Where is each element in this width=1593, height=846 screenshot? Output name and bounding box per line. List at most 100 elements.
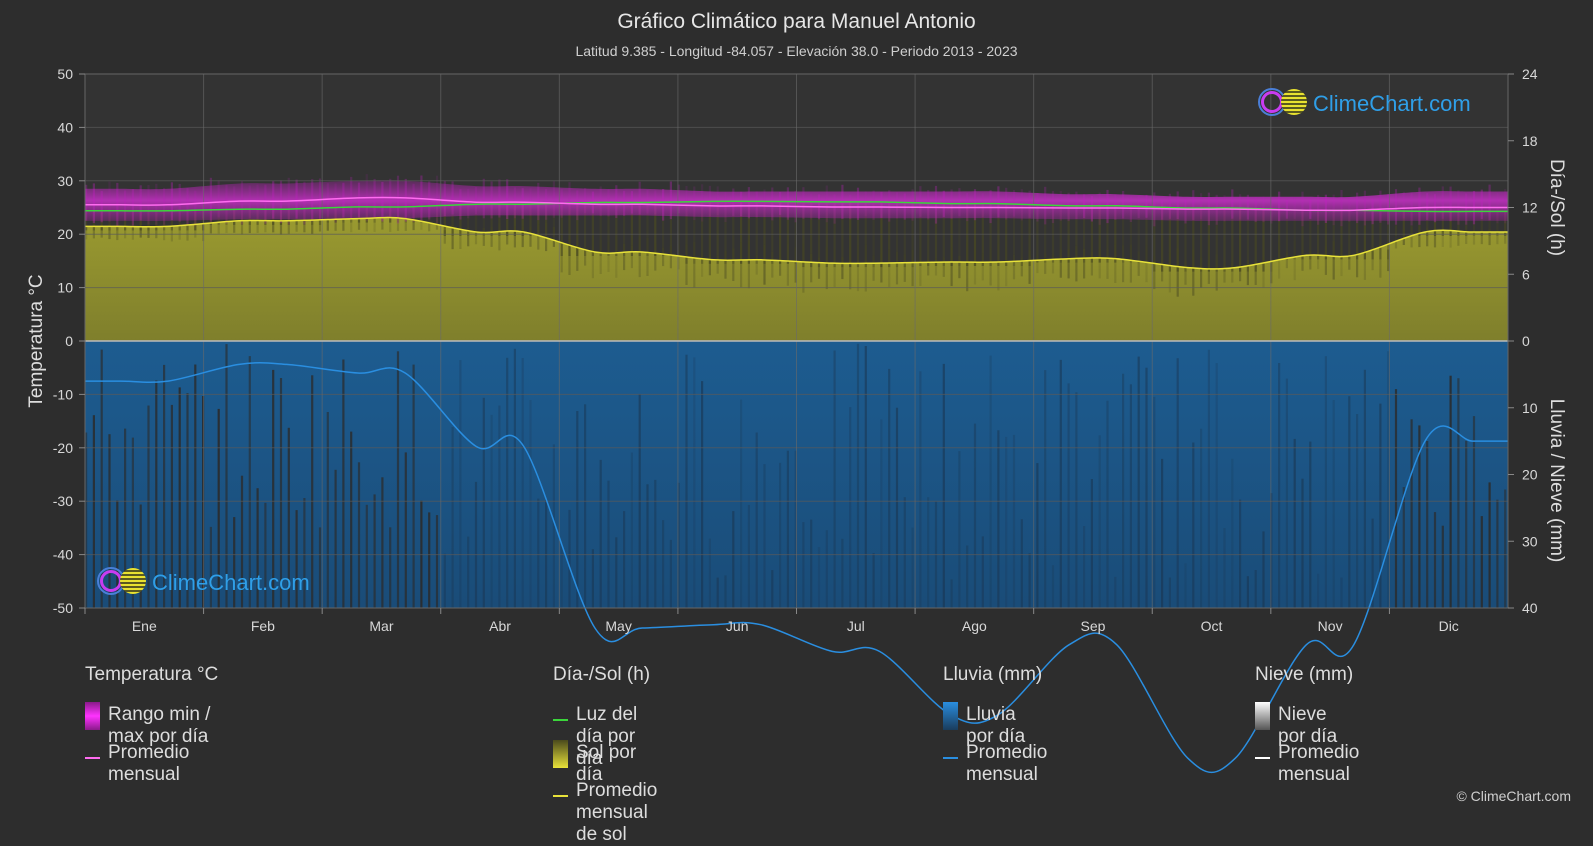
temperature-range-bar [552, 181, 555, 218]
y-left-tick-label: -10 [53, 386, 73, 402]
temperature-range-bar [334, 183, 337, 223]
daylight-bar [1012, 203, 1016, 266]
rain-bar [225, 344, 228, 608]
legend-item[interactable]: Promedio mensual de sol [553, 768, 657, 845]
rain-bar [755, 432, 758, 608]
rain-bar [482, 397, 485, 608]
rain-bar [615, 537, 618, 608]
sunshine-bar [724, 250, 727, 279]
sunshine-bar [1504, 230, 1507, 244]
legend-item[interactable]: Promedio mensual [85, 730, 218, 785]
daylight-bar [934, 203, 938, 266]
temperature-range-bar [1200, 193, 1203, 220]
sunshine-bar [1387, 249, 1390, 272]
legend-item[interactable]: Lluvia por día [943, 692, 1042, 747]
rain-bar [693, 357, 696, 608]
sunshine-bar [404, 216, 407, 231]
daylight-bar [1433, 211, 1437, 236]
sunshine-bar [997, 243, 1000, 291]
temperature-range-bar [1278, 191, 1281, 222]
temperature-range-bar [396, 175, 400, 224]
rain-bar [630, 452, 633, 608]
rain-bar [841, 538, 844, 608]
y-left-axis-title: Temperatura °C [26, 274, 47, 407]
rain-bar [1184, 563, 1187, 608]
temperature-range-bar [545, 189, 548, 220]
legend-item[interactable]: Promedio mensual [943, 730, 1047, 785]
legend-item[interactable]: Sol por día [553, 730, 650, 785]
rain-bar [1223, 528, 1226, 608]
sunshine-bar [1005, 247, 1008, 287]
temperature-range-bar [1168, 193, 1171, 219]
rain-bar [1426, 441, 1429, 608]
sunshine-bar [1012, 254, 1016, 280]
sunshine-bar [334, 216, 337, 231]
rain-bar [1200, 428, 1203, 608]
temperature-range-bar [490, 181, 493, 219]
daylight-bar [1356, 210, 1359, 260]
legend-item[interactable]: Promedio mensual [1255, 730, 1359, 785]
daylight-bar [1285, 210, 1288, 260]
sunshine-bar [256, 218, 259, 233]
temperature-range-bar [1363, 190, 1366, 226]
daylight-bar [1005, 203, 1008, 266]
daylight-bar [537, 204, 540, 236]
rain-bar [1168, 577, 1171, 608]
temperature-range-bar [428, 181, 431, 220]
sunshine-bar [412, 217, 415, 231]
sunshine-bar [124, 224, 127, 239]
sunshine-bar [1129, 244, 1132, 283]
rain-bar [911, 527, 914, 608]
sunshine-bar [786, 243, 789, 286]
sunshine-bar [833, 249, 836, 287]
rain-bar [1504, 489, 1507, 608]
temperature-range-bar [506, 179, 509, 219]
temperature-range-bar [373, 178, 376, 219]
sunshine-bar [685, 244, 688, 285]
rain-bar [1192, 442, 1195, 608]
snow-swatch-icon [1255, 702, 1270, 730]
legend-label: Nieve por día [1278, 704, 1338, 747]
temperature-range-bar [92, 183, 95, 223]
sunshine-bar [1293, 240, 1296, 281]
daylight-bar [1379, 210, 1382, 260]
temperature-range-bar [1418, 187, 1421, 225]
rain-bar [560, 543, 563, 608]
rain-bar [1433, 512, 1437, 608]
sunshine-bar [1317, 251, 1320, 270]
daylight-bar [1246, 208, 1249, 272]
rain-bar [100, 349, 103, 608]
rain-bar [521, 358, 524, 608]
sunshine-bar [474, 229, 478, 245]
rain-bar [295, 510, 298, 608]
legend-item[interactable]: Rango min / max por día [85, 692, 218, 747]
daylight-bar [584, 202, 587, 256]
daylight-bar [1020, 203, 1023, 266]
daylight-bar [482, 204, 485, 236]
sunshine-bar [529, 227, 532, 247]
rain-bar [669, 539, 672, 608]
rain-bar [1207, 349, 1210, 608]
temperature-range-bar [623, 190, 626, 216]
temperature-range-bar [740, 191, 743, 217]
sunshine-bar [287, 217, 290, 234]
daylight-bar [973, 203, 977, 266]
sunshine-bar [279, 217, 283, 235]
sunshine-bar [654, 243, 657, 271]
sunshine-bar [1262, 257, 1265, 288]
rain-bar [1114, 576, 1117, 608]
sunshine-bar [303, 219, 306, 233]
temperature-range-bar [272, 181, 275, 219]
sunshine-bar [451, 224, 454, 250]
legend-item[interactable]: Luz del día por día [553, 692, 650, 769]
sunshine-bar [1161, 263, 1164, 282]
rain-bar [1059, 359, 1062, 608]
rain-bar [708, 538, 711, 608]
sunshine-bar [1449, 226, 1452, 248]
sunshine-bar [272, 219, 275, 233]
temperature-range-bar [638, 181, 641, 215]
temperature-range-bar [693, 186, 696, 221]
temperature-range-bar [240, 181, 244, 225]
legend-item[interactable]: Nieve por día [1255, 692, 1353, 747]
sunshine-bar [802, 243, 805, 293]
